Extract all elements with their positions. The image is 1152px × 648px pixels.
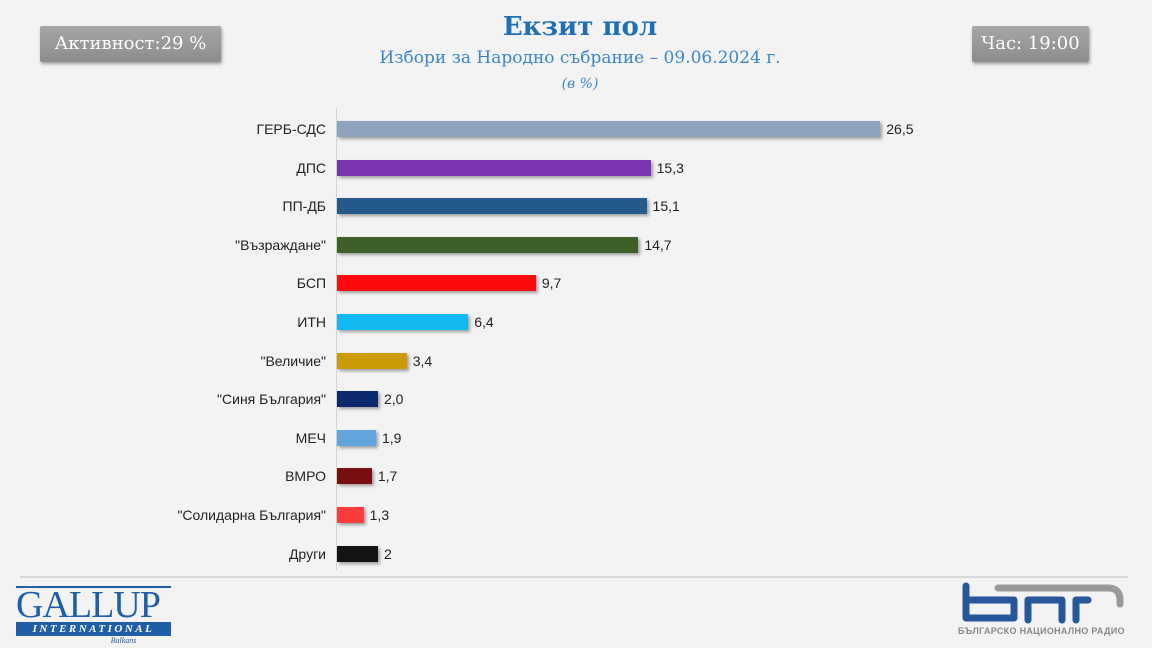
gallup-logo: GALLUP INTERNATIONAL Balkans [16, 586, 171, 646]
bar [337, 429, 376, 446]
value-label: 6,4 [474, 314, 494, 330]
category-label: БСП [296, 275, 326, 292]
bar-row: "Солидарна България" 1,3 [0, 506, 1152, 524]
value-label: 1,7 [377, 468, 398, 485]
category-label: "Солидарна България" [177, 507, 326, 523]
bar-row: "Възраждане" 14,7 [0, 236, 1152, 254]
bar [337, 468, 372, 485]
chart-title: Екзит пол [502, 12, 658, 42]
bar [337, 545, 378, 562]
category-label: ПП-ДБ [282, 198, 326, 215]
bar [337, 121, 881, 137]
bar [337, 352, 407, 369]
category-label: ВМРО [285, 468, 326, 485]
bnr-logo: БЪЛГАРСКО НАЦИОНАЛНО РАДИО [958, 582, 1128, 642]
value-label: 14,7 [644, 236, 672, 253]
category-label: "Възраждане" [235, 236, 326, 253]
category-label: ГЕРБ-СДС [256, 121, 326, 137]
time-badge: Час: 19:00 [972, 26, 1089, 62]
unit-note: (в %) [561, 76, 599, 92]
gallup-logo-sub: Balkans [110, 636, 137, 645]
footer-divider [20, 576, 1128, 578]
bar-row: ДПС 15,3 [0, 159, 1152, 177]
bnr-logo-icon [962, 582, 1124, 624]
value-label: 9,7 [541, 275, 562, 292]
value-label: 15,1 [652, 198, 680, 215]
bnr-logo-caption: БЪЛГАРСКО НАЦИОНАЛНО РАДИО [958, 626, 1125, 636]
bar-row: БСП 9,7 [0, 274, 1152, 292]
bar [337, 275, 536, 292]
bar-row: ИТН 6,4 [0, 313, 1152, 331]
category-label: "Синя България" [217, 391, 326, 408]
value-label: 2,0 [384, 391, 404, 408]
bar [337, 159, 651, 176]
value-label: 1,9 [381, 429, 402, 446]
gallup-logo-band: INTERNATIONAL [16, 622, 171, 636]
category-label: ИТН [297, 314, 326, 330]
value-label: 15,3 [656, 159, 684, 176]
gallup-logo-word: GALLUP [16, 586, 171, 624]
bar [337, 314, 469, 330]
bar-row: ВМРО 1,7 [0, 467, 1152, 485]
value-label: 26,5 [886, 121, 914, 137]
bar-row: ПП-ДБ 15,1 [0, 197, 1152, 215]
turnout-badge: Активност:29 % [40, 26, 221, 62]
value-label: 1,3 [369, 507, 390, 523]
value-label: 2 [384, 545, 392, 562]
bar [337, 198, 647, 215]
category-label: ДПС [296, 159, 326, 176]
bar-row: "Синя България" 2,0 [0, 390, 1152, 408]
value-label: 3,4 [412, 352, 433, 369]
bar-row: МЕЧ 1,9 [0, 429, 1152, 447]
bar-row: ГЕРБ-СДС 26,5 [0, 120, 1152, 138]
bar-row: "Величие" 3,4 [0, 352, 1152, 370]
bar-row: Други 2 [0, 545, 1152, 563]
bar [337, 391, 378, 408]
category-label: "Величие" [260, 352, 327, 369]
bar [337, 236, 639, 253]
category-label: МЕЧ [295, 429, 326, 446]
category-axis-line [336, 108, 337, 570]
bar [337, 507, 364, 523]
chart-subtitle: Избори за Народно събрание – 09.06.2024 … [379, 48, 781, 68]
category-label: Други [288, 545, 326, 562]
